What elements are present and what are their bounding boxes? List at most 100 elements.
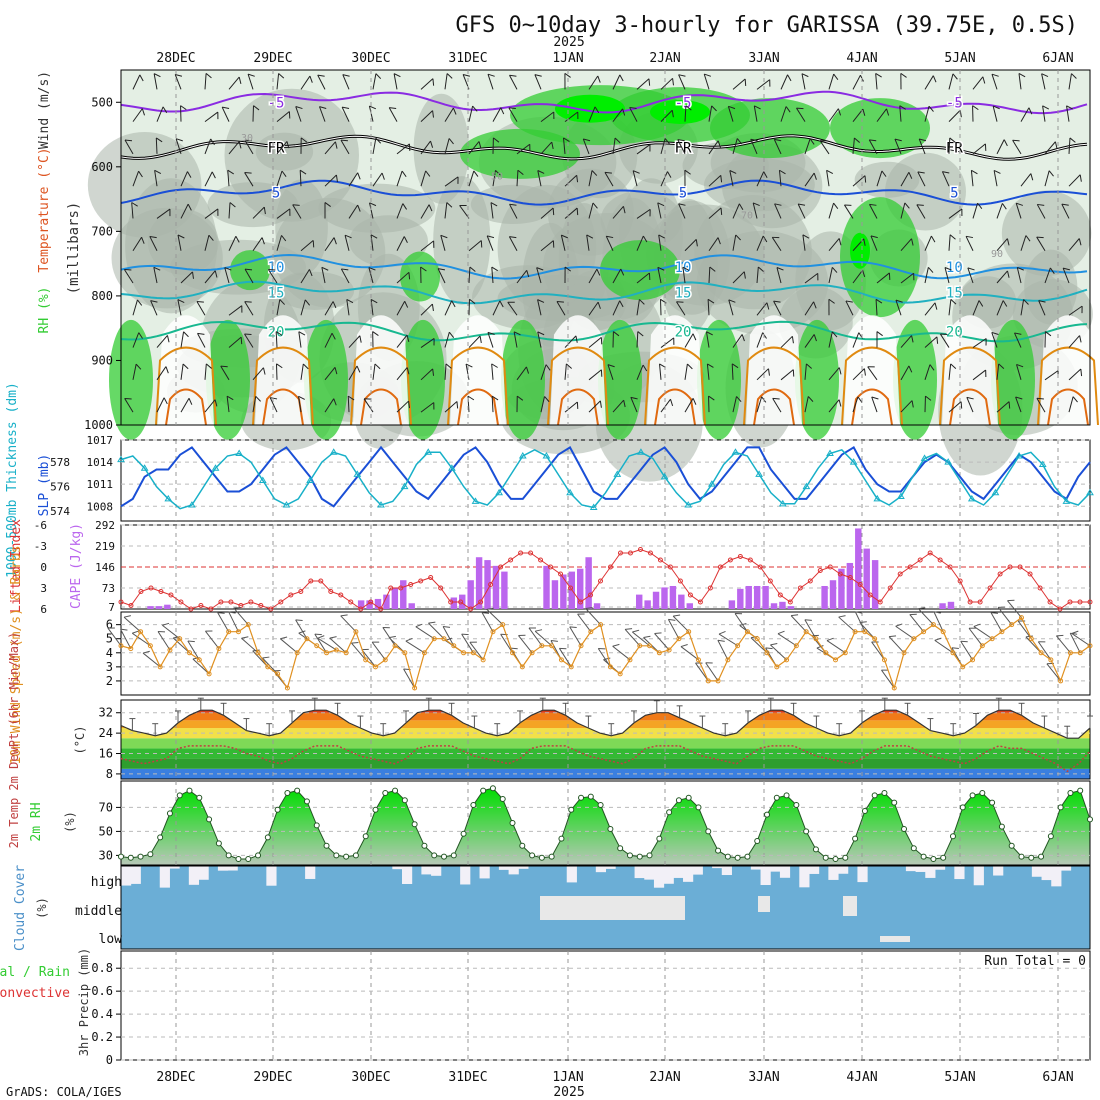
wind-barb-flag [678, 203, 686, 206]
lifted-index-point [168, 592, 174, 598]
wind-barb [708, 207, 722, 219]
wind-speed-point [930, 622, 936, 628]
lifted-index-point [627, 550, 633, 556]
contour-label: 5 [950, 186, 958, 202]
lifted-index-point [138, 589, 144, 594]
wind-barb [867, 366, 878, 381]
date-label-top: 2JAN [649, 51, 680, 66]
wind-barb [612, 399, 625, 413]
wind-barb [708, 105, 713, 122]
wind-barb-flag [863, 238, 866, 246]
li-tick-label: 3 [40, 582, 47, 595]
wind-barb [852, 175, 866, 187]
wind-barb [492, 300, 501, 316]
wind-barb-flag [226, 395, 234, 401]
wind-barb-flag [1041, 73, 1049, 78]
thickness-point [1038, 460, 1047, 468]
wind-barb-flag [876, 331, 883, 337]
wind-barb-flag [978, 300, 984, 307]
wind-barb-flag [802, 234, 810, 239]
wind-barb-flag [406, 334, 410, 342]
lifted-index-point [787, 599, 793, 605]
wind-barb [420, 402, 435, 413]
wind-barb-flag [210, 138, 215, 146]
wind-barb-flag [563, 137, 570, 142]
wind-barb [667, 619, 680, 639]
wind-barb [924, 267, 929, 284]
wind-speed-point [744, 629, 750, 635]
wind-barb-flag [707, 298, 715, 304]
contour-label: 5 [679, 186, 687, 202]
wind-barb [300, 240, 314, 252]
wind-barb-flag [154, 169, 162, 175]
wind-barb [996, 363, 1000, 380]
wind-barb [753, 105, 758, 122]
wind-barb-flag [668, 618, 676, 621]
wind-barb-flag [443, 626, 451, 628]
precip-total-label: Total / Rain [0, 965, 70, 980]
wind-barb-flag [642, 364, 648, 372]
wind-barb-flag [729, 170, 737, 174]
rh-point [842, 854, 849, 861]
wind-barb [804, 396, 809, 413]
wind-barb [732, 138, 738, 155]
wind-barb-flag [838, 399, 842, 407]
lifted-index-point [178, 599, 184, 605]
high-cloud-gap [1060, 866, 1072, 871]
wind-barb-flag [370, 234, 378, 239]
wind-barb [537, 170, 542, 187]
wind-barb [588, 369, 602, 381]
wind-barb-flag [990, 612, 999, 614]
wind-speed-point [842, 650, 848, 656]
pressure-tick-label: 900 [91, 353, 113, 367]
wind-barb [444, 107, 454, 122]
wind-barb-flag [774, 203, 782, 206]
wind-barb-flag [214, 270, 218, 278]
wind-barb [351, 642, 367, 661]
wind-barb [996, 203, 1003, 219]
wind-barb-flag [1014, 332, 1022, 335]
lifted-index-point [578, 599, 584, 605]
wind-barb [612, 137, 616, 154]
wind-barb [660, 77, 673, 90]
wind-barb [632, 631, 650, 647]
wind-barb-flag [766, 302, 770, 310]
wind-barb [403, 668, 416, 689]
rh-point [1077, 787, 1084, 794]
thickness-line [120, 448, 1091, 510]
lifted-index-point [837, 571, 843, 577]
wind-barb [771, 237, 782, 251]
dry-pocket [450, 315, 506, 425]
wind-barb-flag [671, 110, 674, 118]
wind-speed-point [1048, 657, 1054, 663]
wind-barb-flag [224, 267, 232, 271]
wind-speed-point [676, 636, 682, 642]
thickness-point [542, 451, 551, 459]
wind-barb [636, 235, 644, 251]
wind-barb-flag [1018, 73, 1026, 78]
wind-barb-flag [344, 234, 352, 239]
wind-barb [1044, 267, 1051, 284]
lifted-index-point [328, 589, 334, 594]
high-cloud-gap [838, 866, 849, 874]
wind-barb-flag [806, 363, 812, 369]
wind-barb-flag [717, 639, 725, 642]
wind-barb [440, 235, 446, 251]
wind-barb-flag [718, 630, 726, 635]
rh-point [255, 852, 262, 859]
wind-barb-flag [869, 139, 877, 142]
wind-barb [819, 140, 830, 155]
wind-barb [705, 331, 710, 348]
wind-barb [228, 76, 240, 90]
wind-barb [157, 631, 171, 651]
date-label-bottom: 1JAN [552, 1070, 583, 1085]
wind-speed-point [989, 636, 995, 642]
wind-barb [124, 398, 134, 413]
wind-barb [588, 336, 602, 348]
wind-speed-point [1009, 622, 1015, 628]
wind-barb-flag [639, 299, 645, 305]
wind-speed-point [1067, 650, 1073, 656]
wind-barb-flag [183, 331, 189, 338]
